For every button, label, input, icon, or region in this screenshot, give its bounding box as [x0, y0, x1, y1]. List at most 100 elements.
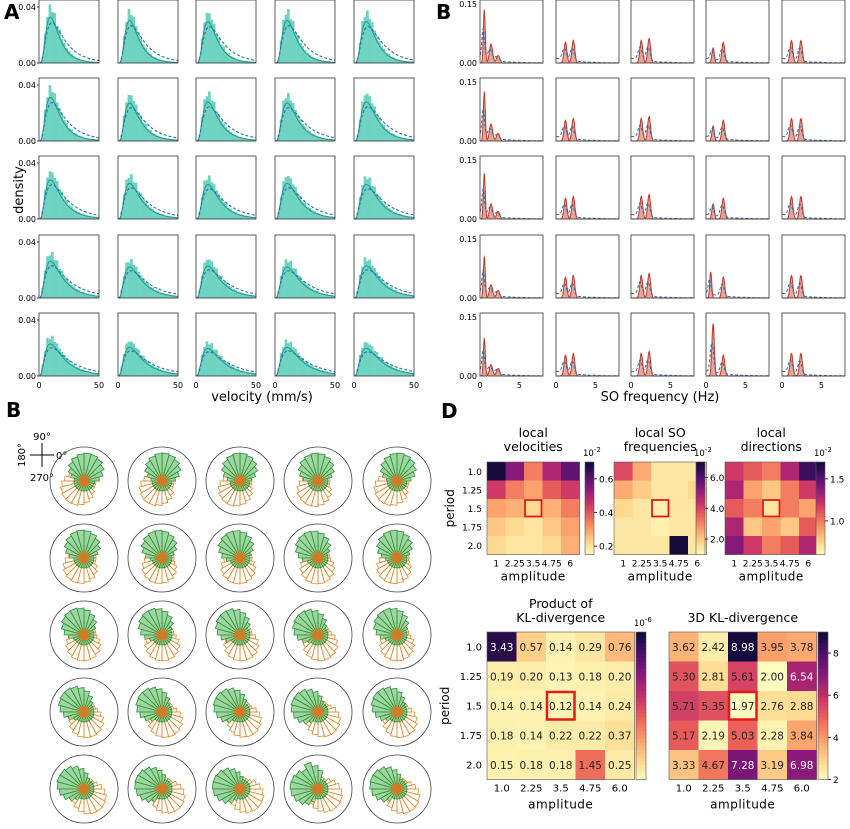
velocity-hist-bar — [220, 356, 223, 376]
velocity-hist-bar — [82, 369, 85, 376]
rose-orange-wedge — [396, 788, 420, 796]
velocity-hist-bar — [94, 295, 97, 298]
rose-center-dot — [312, 629, 324, 641]
heatmap-xtick-label: 4.75 — [542, 560, 562, 570]
heatmap-cell — [725, 499, 744, 518]
rose-boundary — [283, 600, 353, 670]
rose-boundary — [205, 754, 275, 824]
colorbar-segment — [636, 691, 646, 696]
velocity-hist-bar — [282, 347, 285, 376]
velocity-hist-bar — [282, 266, 285, 298]
colorbar-segment — [818, 646, 828, 651]
heatmap-cell-value: 1.45 — [579, 760, 602, 772]
velocity-hist-bar — [296, 352, 300, 376]
frequency-hist-bar — [563, 53, 565, 63]
velocity-hist-bar — [406, 216, 410, 219]
heatmap-cell-value: 3.33 — [672, 760, 695, 772]
velocity-hist-bar — [318, 136, 321, 141]
velocity-hist-bar — [306, 362, 309, 376]
velocity-hist-bar — [378, 195, 381, 219]
velocity-hist-bar — [294, 186, 297, 219]
velocity-hist-bar — [200, 275, 204, 298]
heatmap-xtick-label: 1.0 — [676, 784, 692, 795]
velocity-hist-bar — [248, 372, 252, 376]
colorbar-segment — [696, 529, 705, 532]
colorbar-tick-label: 4.0 — [710, 505, 725, 515]
heatmap-xtick-label: 1 — [620, 560, 626, 570]
velocity-hist-bar — [296, 35, 300, 63]
frequency-hist-bar — [638, 293, 640, 298]
velocity-hist-bar — [284, 98, 288, 141]
velocity-hist-bar — [380, 200, 384, 219]
velocity-hist-bar — [127, 8, 131, 63]
velocity-hist-bar — [368, 177, 372, 219]
colorbar-segment — [636, 632, 646, 637]
heatmap-cell — [757, 691, 788, 721]
velocity-hist-bar — [142, 278, 145, 298]
velocity-hist-bar — [210, 182, 214, 219]
heatmap-cell — [669, 536, 689, 555]
frequency-hist-bar — [709, 275, 711, 298]
velocity-subplot — [353, 0, 415, 64]
velocity-hist-bar — [220, 44, 223, 63]
colorbar-segment — [636, 698, 646, 703]
heatmap-cell-value: 3.62 — [672, 642, 695, 654]
direction-rose — [362, 600, 432, 670]
heatmap-xtick-label: 3.5 — [735, 784, 751, 795]
heatmap-cell-value: 7.28 — [731, 760, 754, 772]
velocity-hist-bar — [125, 343, 128, 376]
direction-rose — [283, 446, 353, 516]
velocity-subplot: 0.04 0.00 — [18, 155, 100, 224]
heatmap-cell — [762, 517, 781, 537]
heatmap-cell — [546, 720, 576, 751]
heatmap-xtick-label: 6 — [694, 560, 700, 570]
colorbar-segment — [636, 764, 646, 769]
velocity-hist-bar — [382, 124, 386, 141]
heatmap-cell — [728, 720, 758, 751]
panel-label-b-bottom: B — [6, 398, 22, 422]
velocity-hist-bar — [373, 186, 376, 219]
velocity-subplot — [117, 155, 179, 220]
velocity-hist-bar — [53, 93, 57, 141]
velocity-subplot: 0.04 0.000 50 — [18, 312, 104, 390]
colorbar-segment — [696, 492, 705, 495]
velocity-hist-bar — [356, 135, 360, 141]
colorbar-segment — [585, 533, 594, 537]
colorbar-frame — [635, 631, 647, 780]
heatmap-frame — [486, 461, 580, 555]
heatmap-cell — [743, 480, 763, 500]
velocity-hist-bar — [361, 101, 364, 141]
velocity-hist-bar — [137, 191, 140, 219]
velocity-hist-bar — [60, 39, 64, 63]
colorbar-segment — [585, 547, 594, 551]
velocity-hist-bar — [385, 205, 388, 219]
heatmap-xtick-label: 6 — [805, 560, 811, 570]
heatmap-cell — [787, 661, 817, 692]
velocity-hist-bar — [368, 96, 372, 141]
velocity-hist-bar — [363, 16, 367, 63]
frequency-subplot — [630, 0, 695, 64]
colorbar-segment — [816, 538, 825, 542]
heatmap-cell — [743, 536, 763, 555]
velocity-hist-bar — [168, 216, 172, 219]
colorbar-segment — [816, 501, 825, 505]
colorbar-segment — [818, 713, 828, 718]
velocity-hist-bar — [55, 343, 59, 376]
direction-rose — [205, 446, 275, 516]
frequency-data-line — [706, 204, 769, 220]
velocity-model-line — [39, 260, 100, 299]
velocity-hist-bar — [394, 290, 398, 298]
frequency-hist-bar — [494, 296, 496, 298]
velocity-hist-bar — [332, 373, 336, 376]
velocity-subplot — [117, 0, 179, 64]
velocity-hist-bar — [87, 138, 90, 141]
heatmap-highlight — [727, 690, 758, 721]
heatmap-cell — [505, 517, 525, 537]
frequency-hist-bar — [799, 354, 802, 376]
heatmap-cell — [614, 517, 633, 537]
velocity-subplot: 0 50 — [193, 312, 261, 390]
velocity-hist-bar — [53, 12, 57, 64]
heatmap-xtick-label: 2.25 — [743, 560, 763, 570]
frequency-hist-bar — [645, 296, 647, 298]
velocity-hist-bar — [43, 351, 47, 376]
